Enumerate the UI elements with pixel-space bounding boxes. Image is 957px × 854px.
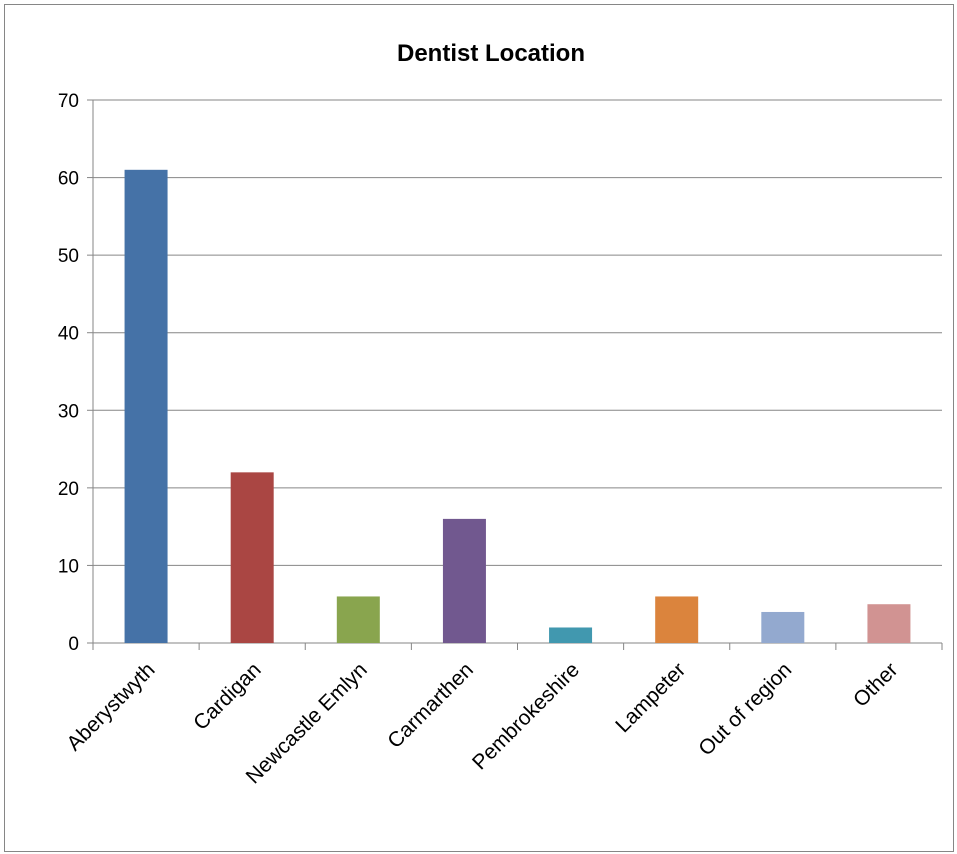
y-tick-label: 60 — [58, 169, 79, 190]
bar-chart: Dentist Location 0 10 20 30 40 50 60 70 Aberyst… — [58, 40, 943, 788]
bar-other — [867, 604, 911, 643]
bar-aberystwyth — [124, 169, 168, 644]
x-tick-label: Out of region — [694, 658, 796, 760]
bar-carmarthen — [442, 518, 486, 643]
y-tick-labels: 0 10 20 30 40 50 60 70 — [58, 91, 79, 655]
y-tick-label: 10 — [58, 556, 79, 577]
y-tick-label: 70 — [58, 91, 79, 112]
x-tick-label: Carmarthen — [383, 658, 478, 753]
bars — [124, 169, 911, 644]
x-tick-label: Cardigan — [189, 658, 266, 735]
axes — [87, 99, 943, 650]
x-tick-label: Other — [849, 658, 902, 711]
y-tick-label: 50 — [58, 246, 79, 267]
x-tick-label: Lampeter — [611, 658, 690, 737]
y-tick-label: 40 — [58, 324, 79, 345]
x-tick-label: Pembrokeshire — [468, 658, 584, 774]
y-tick-label: 0 — [68, 634, 79, 655]
bar-lampeter — [655, 596, 699, 643]
bar-newcastle-emlyn — [336, 596, 380, 643]
gridlines — [93, 99, 942, 566]
chart-frame: Dentist Location 0 10 20 30 40 50 60 70 Aberyst… — [4, 4, 954, 852]
chart-title: Dentist Location — [397, 40, 585, 67]
bar-pembrokeshire — [549, 627, 593, 643]
y-tick-label: 30 — [58, 401, 79, 422]
x-tick-label: Aberystwyth — [62, 658, 159, 755]
bar-out-of-region — [761, 611, 805, 643]
y-tick-label: 20 — [58, 479, 79, 500]
bar-cardigan — [230, 472, 274, 643]
